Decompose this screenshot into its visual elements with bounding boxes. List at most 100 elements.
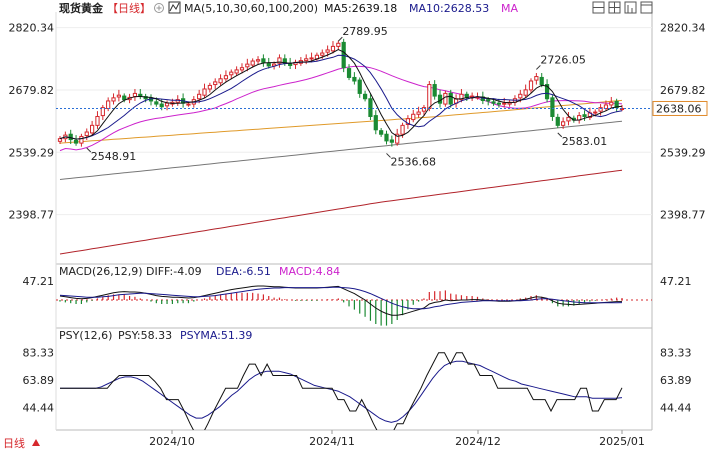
price-tick-left: 2679.82 xyxy=(9,84,55,97)
candle-body xyxy=(250,60,255,66)
candle-body xyxy=(448,92,453,105)
candle-body xyxy=(368,98,373,117)
candle-body xyxy=(116,94,121,98)
candle-body xyxy=(304,58,309,62)
price-panel xyxy=(56,36,652,255)
candle-body xyxy=(277,57,282,64)
period-label[interactable]: 【日线】 xyxy=(107,1,151,15)
macd-diff-line xyxy=(59,285,622,316)
psy-line xyxy=(60,352,623,430)
candle-body xyxy=(598,107,603,112)
candle-body xyxy=(100,107,105,117)
psy-params: PSY(12,6) xyxy=(59,329,112,342)
candle-body xyxy=(518,93,523,99)
x-tick-label: 2024/11 xyxy=(309,435,355,448)
macd-params: MACD(26,12,9) xyxy=(59,265,143,278)
ma100-line xyxy=(59,120,623,180)
candle-body xyxy=(593,111,598,114)
ma-extra: MA xyxy=(501,2,518,15)
indicator-settings-icon[interactable] xyxy=(168,1,181,14)
x-tick-label: 2024/10 xyxy=(149,435,195,448)
candle-body xyxy=(614,100,619,109)
grid-2-icon[interactable] xyxy=(592,1,605,14)
psyma-value: PSYMA:51.39 xyxy=(180,329,252,342)
price-tick-left: 2820.34 xyxy=(9,22,55,35)
candle-body xyxy=(389,139,394,143)
candle-body xyxy=(432,84,437,97)
extreme-annotation: 2536.68 xyxy=(390,155,436,168)
candle-body xyxy=(379,130,384,135)
candle-body xyxy=(384,133,389,142)
ma10-value: MA10:2628.53 xyxy=(409,2,489,15)
candle-body xyxy=(57,138,63,142)
circle-plus-icon[interactable] xyxy=(154,3,164,13)
candle-body xyxy=(207,84,212,90)
last-price-tag xyxy=(652,100,708,116)
psy-value: PSY:58.33 xyxy=(118,329,172,342)
annotation-pointer xyxy=(86,147,92,153)
candle-body xyxy=(411,113,416,121)
candle-body xyxy=(400,124,405,135)
psy-tick-right: 63.89 xyxy=(660,374,692,387)
ma200-line xyxy=(59,169,623,255)
last-price-value: 2638.06 xyxy=(656,102,702,115)
ma5-value: MA5:2639.18 xyxy=(324,2,397,15)
candle-body xyxy=(73,139,79,144)
candle-body xyxy=(443,92,448,105)
psy-tick-right: 44.44 xyxy=(660,402,692,415)
extreme-annotation: 2583.01 xyxy=(562,135,608,148)
candle-body xyxy=(502,102,507,105)
candle-body xyxy=(325,49,330,53)
candle-body xyxy=(534,76,539,81)
candle-body xyxy=(213,81,218,86)
candle-body xyxy=(395,133,400,144)
candle-body xyxy=(544,84,550,100)
window-icon[interactable] xyxy=(640,1,653,14)
grid-lines xyxy=(55,12,653,434)
macd-tick-right: 47.21 xyxy=(660,275,692,288)
macd-header: MACD(26,12,9) DIFF:-4.09 DEA:-6.51 MACD:… xyxy=(59,265,340,278)
ma30-line xyxy=(59,65,623,152)
annotation-pointer xyxy=(386,153,391,158)
candle-body xyxy=(239,67,245,71)
annotation-pointer xyxy=(337,36,343,42)
price-tick-right: 2679.82 xyxy=(660,84,706,97)
candle-body xyxy=(330,45,336,52)
price-tick-right: 2398.77 xyxy=(660,209,706,222)
psy-tick-left: 83.33 xyxy=(23,346,55,359)
candle-body xyxy=(229,71,234,76)
candle-body xyxy=(266,62,271,67)
candle-body xyxy=(603,104,609,110)
axis-labels: 2820.34 2820.34 2679.82 2679.82 2539.29 2539.… xyxy=(9,22,708,448)
bar-compare-icon[interactable] xyxy=(624,1,637,14)
candle-body xyxy=(95,115,100,126)
candle-body xyxy=(561,121,566,126)
candle-body xyxy=(357,79,362,94)
triangle-up-icon[interactable] xyxy=(32,439,40,446)
annotation-pointer xyxy=(557,132,563,138)
ma60-line xyxy=(59,99,623,144)
macd-dea: DEA:-6.51 xyxy=(216,265,271,278)
candle-body xyxy=(159,103,164,108)
candle-body xyxy=(352,76,357,82)
candle-body xyxy=(539,76,544,86)
candle-body xyxy=(261,58,266,63)
candle-body xyxy=(234,69,239,74)
candle-body xyxy=(459,93,464,101)
candle-body xyxy=(320,52,325,56)
grid-4-icon[interactable] xyxy=(608,1,621,14)
candle-body xyxy=(523,89,528,96)
footer-period-label[interactable]: 日线 xyxy=(3,436,25,450)
candle-body xyxy=(464,93,469,98)
candle-body xyxy=(566,116,571,122)
candle-body xyxy=(346,68,352,78)
period-switch[interactable]: 日线 xyxy=(3,436,40,450)
price-tick-right: 2539.29 xyxy=(660,146,706,159)
candle-body xyxy=(550,97,555,117)
candle-body xyxy=(373,115,378,131)
candle-body xyxy=(486,99,491,102)
candle-body xyxy=(362,93,368,100)
price-tick-right: 2820.34 xyxy=(660,22,706,35)
psyma-line xyxy=(60,360,623,423)
candle-body xyxy=(528,80,534,91)
